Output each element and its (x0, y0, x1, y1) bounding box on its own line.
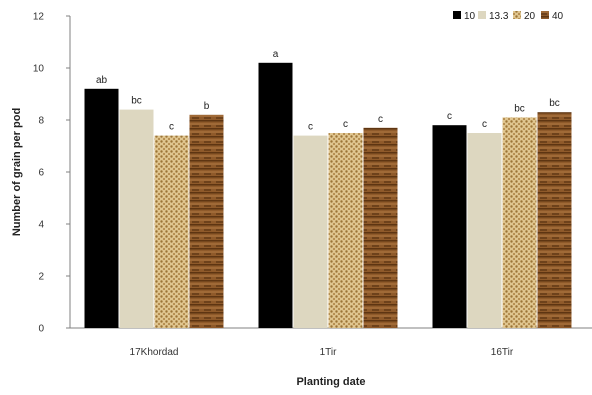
legend-swatch-13.3 (478, 11, 486, 19)
legend-label-13.3: 13.3 (489, 11, 509, 22)
bars: ab bc c b a c c c c c bc bc (84, 49, 572, 329)
y-tick-label: 2 (38, 272, 44, 283)
bar-13.3-16Tir (467, 133, 502, 328)
y-tick-label: 0 (38, 324, 44, 335)
legend-label-10: 10 (464, 11, 476, 22)
y-tick-label: 10 (33, 64, 45, 75)
x-tick-label: 1Tir (320, 347, 338, 358)
bar-significance-label: c (169, 122, 174, 133)
y-tick-label: 4 (38, 220, 44, 231)
bar-13.3-17Khordad (119, 109, 154, 328)
legend-swatch-10 (453, 11, 461, 19)
bar-significance-label: c (482, 119, 487, 130)
bar-40-17Khordad (189, 114, 224, 328)
bar-significance-label: bc (131, 96, 142, 107)
x-tick-label: 17Khordad (130, 347, 179, 358)
x-ticks: 17Khordad 1Tir 16Tir (130, 347, 514, 358)
y-ticks: 0 2 4 6 8 10 12 (33, 12, 70, 335)
bar-significance-label: b (204, 101, 210, 112)
bar-significance-label: c (343, 119, 348, 130)
legend-swatch-20 (513, 11, 521, 19)
bar-10-16Tir (432, 125, 467, 328)
x-axis-title: Planting date (296, 376, 365, 388)
legend-label-40: 40 (552, 11, 564, 22)
y-axis-title: Number of grain per pod (11, 108, 23, 236)
legend: 10 13.3 20 40 (453, 11, 564, 22)
bar-significance-label: bc (514, 103, 525, 114)
bar-40-1Tir (363, 127, 398, 328)
bar-40-16Tir (537, 112, 572, 328)
bar-10-17Khordad (84, 88, 119, 328)
bar-13.3-1Tir (293, 135, 328, 328)
bar-significance-label: c (308, 122, 313, 133)
bar-significance-label: a (273, 49, 279, 60)
bar-significance-label: c (447, 111, 452, 122)
bar-10-1Tir (258, 62, 293, 329)
bar-20-16Tir (502, 117, 537, 329)
legend-swatch-40 (541, 11, 549, 19)
y-tick-label: 12 (33, 12, 45, 23)
bar-significance-label: bc (549, 98, 560, 109)
bar-significance-label: ab (96, 75, 108, 86)
y-tick-label: 6 (38, 168, 44, 179)
legend-label-20: 20 (524, 11, 536, 22)
bar-significance-label: c (378, 114, 383, 125)
bar-20-17Khordad (154, 135, 189, 328)
bar-20-1Tir (328, 133, 363, 328)
y-tick-label: 8 (38, 116, 44, 127)
x-tick-label: 16Tir (491, 347, 514, 358)
